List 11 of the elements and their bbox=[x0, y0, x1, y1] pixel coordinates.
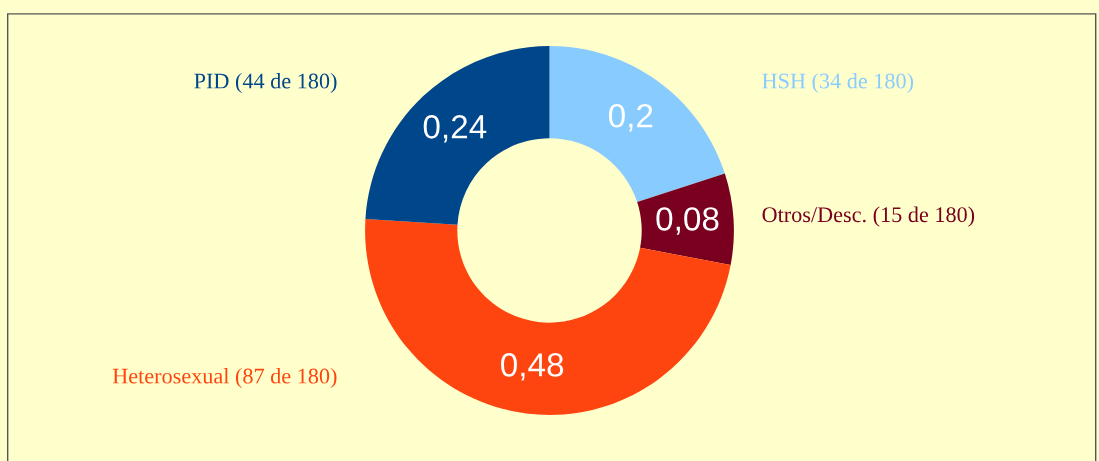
donut-slice bbox=[637, 173, 734, 266]
donut-slice bbox=[549, 46, 725, 203]
data-label: 0,24 bbox=[423, 115, 487, 143]
data-label: 0,2 bbox=[608, 103, 653, 132]
data-label: 0,48 bbox=[501, 353, 564, 381]
slice-label: PID (44 de 180) bbox=[194, 72, 337, 94]
slice-label: HSH (34 de 180) bbox=[762, 72, 914, 94]
donut-slice bbox=[365, 46, 550, 225]
data-label: 0,08 bbox=[656, 207, 719, 235]
slice-label: Heterosexual (87 de 180) bbox=[112, 367, 337, 389]
slice-label: Otros/Desc. (15 de 180) bbox=[762, 206, 975, 227]
